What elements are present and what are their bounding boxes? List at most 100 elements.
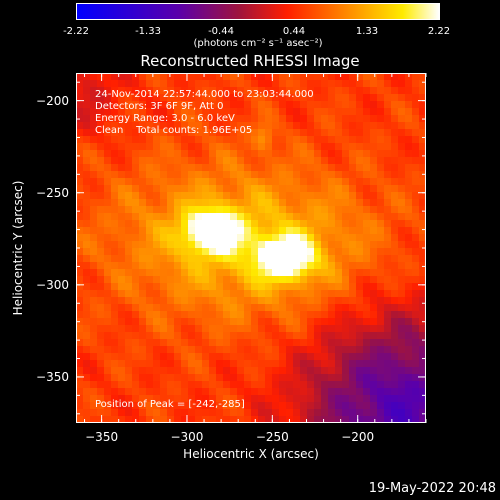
heatmap-cell: [167, 297, 175, 305]
heatmap-cell: [307, 381, 315, 389]
heatmap-cell: [251, 367, 259, 375]
heatmap-cell: [76, 199, 84, 207]
heatmap-cell: [146, 108, 154, 116]
heatmap-cell: [328, 101, 336, 109]
heatmap-cell: [391, 325, 399, 333]
heatmap-cell: [216, 136, 224, 144]
heatmap-cell: [363, 360, 371, 368]
heatmap-cell: [405, 94, 413, 102]
heatmap-cell: [356, 164, 364, 172]
heatmap-cell: [377, 332, 385, 340]
heatmap-cell: [146, 311, 154, 319]
heatmap-cell: [139, 346, 147, 354]
heatmap-cell: [363, 178, 371, 186]
heatmap-cell: [244, 346, 252, 354]
heatmap-cell: [76, 381, 84, 389]
heatmap-cell: [300, 388, 308, 396]
heatmap-cell: [314, 262, 322, 270]
heatmap-cell: [342, 353, 350, 361]
heatmap-cell: [104, 290, 112, 298]
heatmap-cell: [412, 381, 420, 389]
heatmap-cell: [286, 164, 294, 172]
heatmap-cell: [272, 304, 280, 312]
heatmap-cell: [132, 164, 140, 172]
heatmap-cell: [314, 416, 322, 423]
heatmap-cell: [363, 416, 371, 423]
heatmap-cell: [419, 262, 426, 270]
heatmap-cell: [300, 80, 308, 88]
heatmap-cell: [83, 185, 91, 193]
heatmap-cell: [146, 185, 154, 193]
heatmap-cell: [328, 297, 336, 305]
heatmap-cell: [349, 101, 357, 109]
heatmap-cell: [398, 290, 406, 298]
heatmap-cell: [202, 409, 210, 417]
heatmap-cell: [412, 80, 420, 88]
heatmap-cell: [258, 262, 266, 270]
heatmap-cell: [104, 220, 112, 228]
heatmap-cell: [398, 402, 406, 410]
heatmap-cell: [391, 367, 399, 375]
heatmap-cell: [237, 143, 245, 151]
heatmap-cell: [174, 94, 182, 102]
heatmap-cell: [216, 241, 224, 249]
heatmap-cell: [188, 143, 196, 151]
heatmap-cell: [293, 353, 301, 361]
heatmap-cell: [139, 192, 147, 200]
heatmap-cell: [195, 136, 203, 144]
heatmap-cell: [118, 248, 126, 256]
heatmap-cell: [300, 115, 308, 123]
heatmap-cell: [314, 409, 322, 417]
heatmap-cell: [216, 73, 224, 81]
heatmap-cell: [321, 206, 329, 214]
heatmap-cell: [97, 213, 105, 221]
heatmap-cell: [370, 416, 378, 423]
heatmap-cell: [307, 122, 315, 130]
heatmap-cell: [419, 269, 426, 277]
heatmap-cell: [76, 304, 84, 312]
heatmap-cell: [405, 122, 413, 130]
heatmap-cell: [363, 220, 371, 228]
heatmap-cell: [405, 115, 413, 123]
heatmap-cell: [244, 129, 252, 137]
heatmap-cell: [377, 108, 385, 116]
heatmap-cell: [244, 192, 252, 200]
heatmap-cell: [104, 150, 112, 158]
heatmap-cell: [272, 283, 280, 291]
heatmap-cell: [279, 220, 287, 228]
heatmap-cell: [419, 241, 426, 249]
heatmap-cell: [328, 136, 336, 144]
heatmap-cell: [342, 276, 350, 284]
heatmap-cell: [328, 269, 336, 277]
heatmap-cell: [384, 157, 392, 165]
heatmap-cell: [230, 304, 238, 312]
heatmap-cell: [286, 185, 294, 193]
heatmap-cell: [384, 409, 392, 417]
heatmap-cell: [356, 122, 364, 130]
heatmap-cell: [230, 290, 238, 298]
heatmap-cell: [188, 283, 196, 291]
heatmap-cell: [314, 318, 322, 326]
heatmap-cell: [272, 353, 280, 361]
heatmap-cell: [405, 150, 413, 158]
heatmap-cell: [398, 108, 406, 116]
heatmap-cell: [97, 353, 105, 361]
heatmap-cell: [349, 80, 357, 88]
heatmap-cell: [244, 73, 252, 81]
heatmap-cell: [258, 325, 266, 333]
heatmap-cell: [314, 234, 322, 242]
heatmap-cell: [216, 171, 224, 179]
heatmap-cell: [307, 269, 315, 277]
heatmap-cell: [405, 234, 413, 242]
heatmap-cell: [244, 374, 252, 382]
heatmap-cell: [370, 325, 378, 333]
heatmap-cell: [307, 101, 315, 109]
heatmap-cell: [286, 332, 294, 340]
heatmap-cell: [188, 101, 196, 109]
heatmap-cell: [321, 73, 329, 81]
heatmap-cell: [132, 185, 140, 193]
heatmap-cell: [279, 241, 287, 249]
heatmap-cell: [363, 143, 371, 151]
heatmap-cell: [153, 395, 161, 403]
heatmap-cell: [335, 122, 343, 130]
